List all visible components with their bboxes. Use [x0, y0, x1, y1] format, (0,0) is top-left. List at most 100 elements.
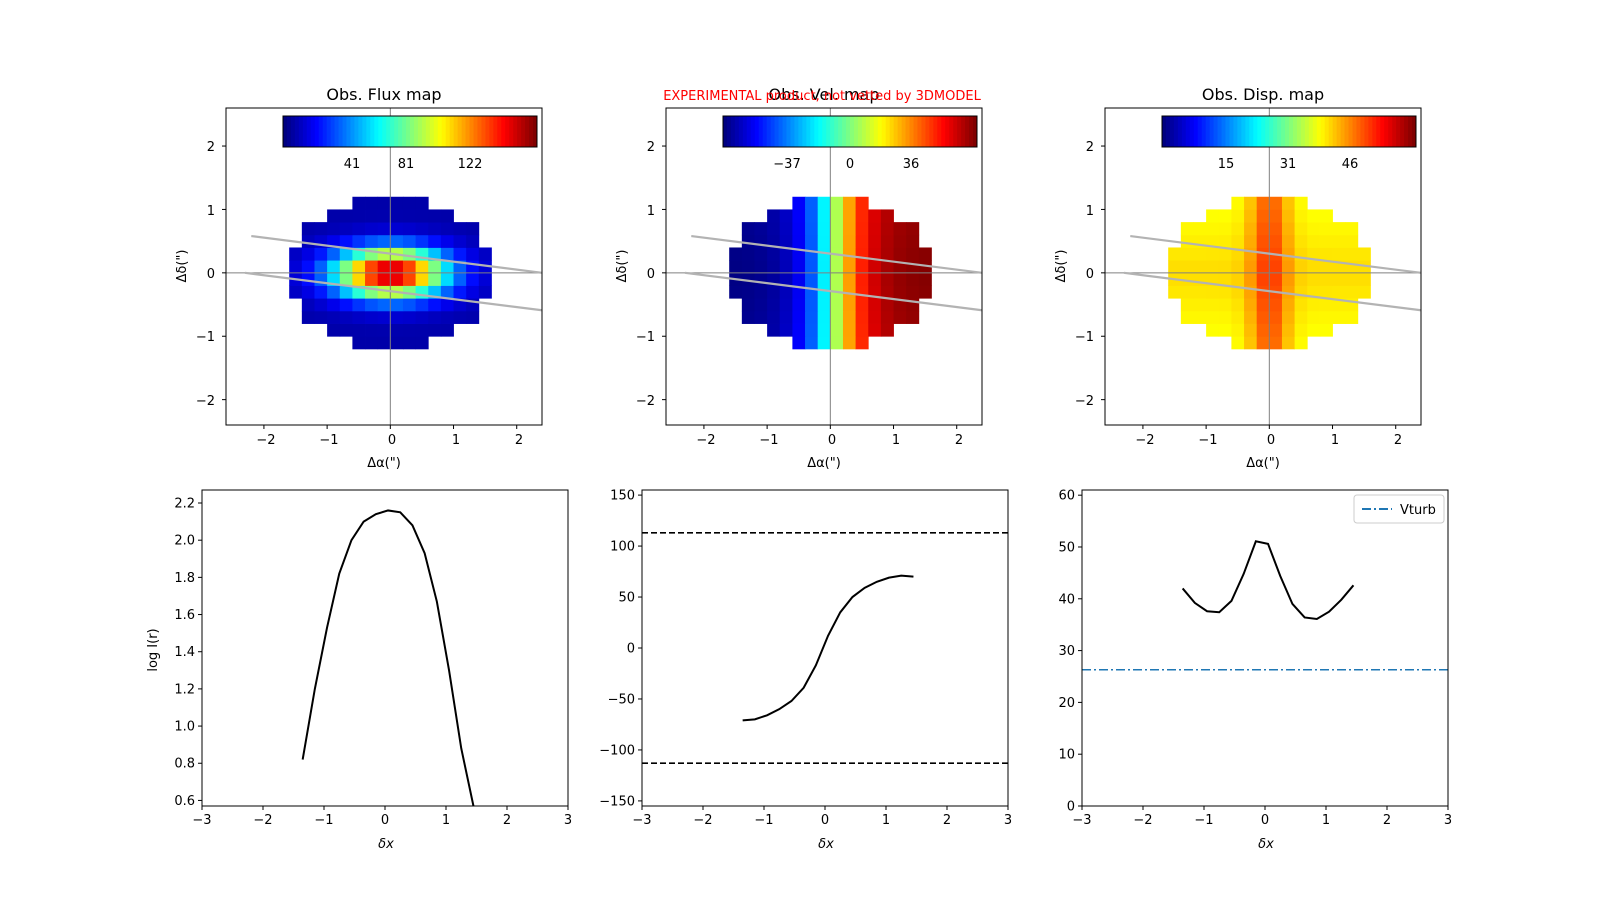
flux-xtick-1: 1 — [452, 433, 460, 448]
flux-profile-xtick-label: −2 — [253, 813, 272, 828]
flux-colorbar — [282, 115, 538, 148]
flux-pixel — [301, 298, 315, 312]
dispersion-profile-xtick-label: −3 — [1072, 813, 1091, 828]
dispersion-pixel — [1218, 323, 1232, 337]
flux-pixel — [440, 323, 454, 337]
flux-pixel — [440, 209, 454, 223]
flux-profile-data-layer — [301, 509, 475, 806]
velocity-map-xlabel: Δα(") — [807, 456, 841, 471]
velocity-colorbar-segment — [945, 116, 950, 147]
legend-box — [1353, 494, 1445, 524]
velocity-pixel — [842, 336, 856, 350]
dispersion-colorbar-segment — [1257, 116, 1262, 147]
dispersion-map-panel: Obs. Disp. map 15 31 46 −2 −1 0 1 2 2 1 … — [1054, 85, 1422, 471]
flux-pixel — [339, 310, 353, 324]
dispersion-pixel — [1357, 272, 1371, 286]
flux-pixel — [352, 285, 366, 299]
velocity-colorbar-segment — [953, 116, 958, 147]
flux-pixel — [377, 247, 391, 261]
dispersion-pixel — [1180, 310, 1194, 324]
flux-pixel — [440, 310, 454, 324]
dispersion-pixel — [1231, 272, 1245, 286]
velocity-pixel — [779, 234, 793, 248]
dispersion-colorbar-segment — [1292, 116, 1298, 147]
legend-vturb-label: Vturb — [1400, 503, 1436, 518]
flux-cbar-tick-1: 41 — [344, 157, 361, 172]
dispersion-pixel — [1231, 310, 1245, 324]
dispersion-pixel — [1206, 323, 1220, 337]
dispersion-pixel — [1319, 222, 1333, 236]
dispersion-map-pixels — [1168, 196, 1371, 350]
flux-pixel — [390, 209, 404, 223]
dispersion-colorbar-segment — [1205, 116, 1211, 147]
velocity-colorbar-segment — [865, 116, 871, 147]
flux-pixel — [415, 196, 429, 210]
velocity-pixel — [779, 209, 793, 223]
velocity-colorbar-segment — [957, 116, 962, 147]
flux-pixel — [377, 222, 391, 236]
flux-colorbar-segment — [302, 116, 308, 147]
velocity-pixel — [817, 260, 831, 274]
dispersion-pixel — [1193, 222, 1207, 236]
flux-pixel — [415, 272, 429, 286]
velocity-pixel — [893, 222, 907, 236]
velocity-pixel — [779, 323, 793, 337]
velocity-pixel — [767, 222, 781, 236]
velocity-colorbar-segment — [758, 116, 764, 147]
dispersion-pixel — [1244, 298, 1258, 312]
flux-pixel — [466, 310, 480, 324]
velocity-pixel — [855, 260, 869, 274]
dispersion-pixel — [1319, 247, 1333, 261]
velocity-colorbar-segment — [857, 116, 863, 147]
flux-pixel — [390, 234, 404, 248]
flux-pixel — [402, 310, 416, 324]
velocity-colorbar-segment — [897, 116, 903, 147]
dispersion-colorbar-segment — [1189, 116, 1195, 147]
flux-pixel — [415, 260, 429, 274]
velocity-map-title: Obs. Vel. map — [769, 85, 880, 104]
flux-profile-ytick-label: 0.8 — [174, 757, 195, 772]
flux-pixel — [289, 260, 303, 274]
velocity-colorbar-segment — [766, 116, 772, 147]
flux-colorbar-segment — [402, 116, 407, 147]
velocity-pixel — [868, 310, 882, 324]
dispersion-pixel — [1206, 310, 1220, 324]
flux-pixel — [453, 247, 467, 261]
velocity-pixel — [741, 260, 755, 274]
experimental-watermark: EXPERIMENTAL product, not vetted by 3DMO… — [663, 89, 981, 104]
flux-colorbar-segment — [433, 116, 439, 147]
velocity-colorbar-segment — [782, 116, 787, 147]
dispersion-pixel — [1231, 285, 1245, 299]
flux-pixel — [415, 298, 429, 312]
dispersion-colorbar-segment — [1253, 116, 1258, 147]
velocity-pixel — [792, 234, 806, 248]
velocity-pixel — [906, 222, 920, 236]
flux-profile-ytick-label: 1.2 — [174, 682, 195, 697]
dispersion-pixel — [1281, 222, 1295, 236]
dispersion-pixel — [1345, 285, 1359, 299]
flux-colorbar-segment — [390, 116, 395, 147]
dispersion-pixel — [1307, 298, 1321, 312]
flux-pixel — [352, 298, 366, 312]
dispersion-pixel — [1231, 323, 1245, 337]
velocity-pixel — [906, 234, 920, 248]
velocity-xtick-neg1: −1 — [759, 433, 778, 448]
dispersion-pixel — [1357, 247, 1371, 261]
velocity-pixel — [792, 209, 806, 223]
dispersion-pixel — [1231, 196, 1245, 210]
dispersion-pixel — [1281, 260, 1295, 274]
flux-profile-ytick-label: 1.0 — [174, 720, 195, 735]
velocity-pixel — [805, 260, 819, 274]
velocity-ytick-1: 1 — [647, 204, 655, 219]
flux-pixel — [352, 336, 366, 350]
dispersion-pixel — [1269, 209, 1283, 223]
velocity-pixel — [868, 272, 882, 286]
velocity-pixel — [830, 260, 844, 274]
velocity-pixel — [817, 247, 831, 261]
velocity-colorbar-frame — [722, 115, 978, 148]
dispersion-pixel — [1256, 323, 1270, 337]
dispersion-colorbar-segment — [1197, 116, 1203, 147]
flux-pixel — [402, 272, 416, 286]
velocity-pixel — [792, 222, 806, 236]
